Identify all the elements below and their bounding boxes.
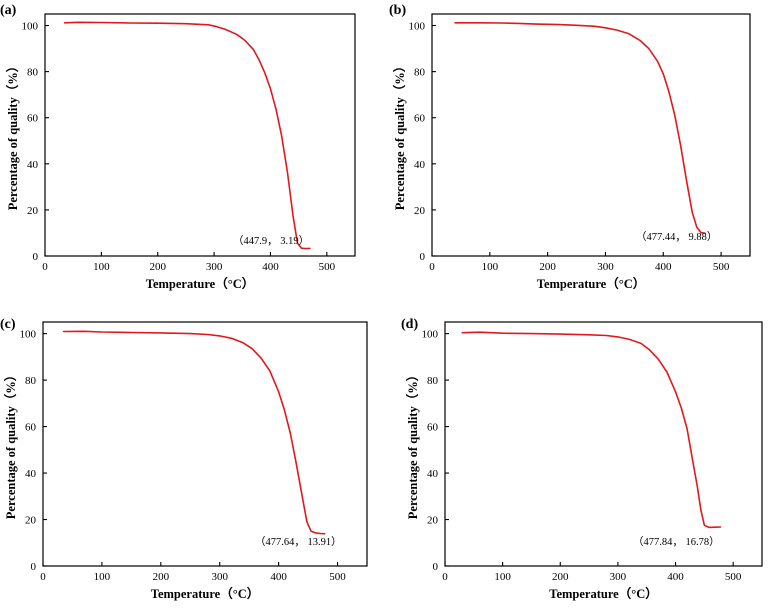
y-axis-title: Percentage of quality（%） [5,60,20,210]
y-tick-label: 40 [25,468,37,480]
x-tick-label: 400 [667,571,684,583]
chart-panel-2: (c) 0 100 200 300 400 500 0 20 40 60 80 100 Temperatu… [0,317,368,601]
x-tick-label: 100 [94,571,111,583]
y-tick-label: 80 [27,67,39,79]
series-line [461,331,722,529]
plot-frame [42,321,368,567]
panel-label: (d) [401,317,418,332]
endpoint-annotation: （477.44， 9.88） [636,231,717,243]
y-tick-label: 40 [427,468,439,480]
x-tick-label: 0 [42,261,48,273]
panel-label: (c) [0,317,16,332]
x-tick-label: 100 [482,261,499,273]
series-line [62,330,326,535]
x-axis-title: Temperature（°C） [151,586,259,601]
chart-panel-1: (b) 0 100 200 300 400 500 0 20 40 60 80 100 Temperatu… [389,3,751,291]
y-tick-label: 0 [433,561,439,573]
series-line [63,21,311,250]
plot-frame [431,13,751,257]
panel-label: (b) [389,3,406,18]
x-tick-label: 300 [610,571,627,583]
y-tick-label: 20 [427,515,439,527]
series-line [454,21,706,234]
y-tick-label: 100 [22,21,39,33]
endpoint-annotation: （477.84， 16.78） [633,536,720,548]
y-tick-label: 20 [414,205,426,217]
x-tick-label: 200 [552,571,569,583]
y-tick-label: 20 [25,515,37,527]
y-tick-label: 80 [25,375,37,387]
plot-frame [444,321,763,567]
y-tick-label: 100 [20,329,37,341]
y-axis-title: Percentage of quality（%） [405,369,420,519]
plot-frame [44,13,356,257]
y-tick-label: 0 [33,251,39,263]
y-tick-label: 60 [414,113,426,125]
x-tick-label: 500 [713,261,730,273]
panel-label: (a) [0,3,17,18]
y-axis-title: Percentage of quality（%） [392,60,407,210]
x-tick-label: 0 [429,261,435,273]
x-tick-label: 0 [40,571,46,583]
x-tick-label: 400 [270,571,287,583]
x-tick-label: 200 [153,571,170,583]
y-tick-label: 40 [414,159,426,171]
chart-panel-3: (d) 0 100 200 300 400 500 0 20 40 60 80 100 Temperatu… [401,317,763,601]
y-tick-label: 100 [409,21,426,33]
y-tick-label: 20 [27,205,39,217]
y-tick-label: 100 [422,329,439,341]
y-tick-label: 60 [427,422,439,434]
x-tick-label: 400 [262,261,279,273]
x-axis-title: Temperature（°C） [549,586,657,601]
y-tick-label: 0 [420,251,426,263]
y-tick-label: 80 [414,67,426,79]
x-tick-label: 0 [442,571,448,583]
y-axis-title: Percentage of quality（%） [3,369,18,519]
chart-panel-0: (a) 0 100 200 300 400 500 0 20 40 60 80 100 Temperatu… [0,3,356,291]
x-tick-label: 300 [597,261,614,273]
x-tick-label: 200 [539,261,556,273]
x-tick-label: 400 [655,261,672,273]
y-tick-label: 80 [427,375,439,387]
x-tick-label: 300 [211,571,228,583]
x-tick-label: 200 [149,261,166,273]
y-tick-label: 0 [31,561,37,573]
x-axis-title: Temperature（°C） [537,276,645,291]
x-tick-label: 300 [206,261,223,273]
y-tick-label: 60 [27,113,39,125]
x-tick-label: 500 [725,571,742,583]
x-tick-label: 500 [319,261,336,273]
x-axis-title: Temperature（°C） [146,276,254,291]
x-tick-label: 100 [93,261,110,273]
endpoint-annotation: （447.9， 3.19） [233,235,309,247]
x-tick-label: 500 [329,571,346,583]
endpoint-annotation: （477.64， 13.91） [255,536,342,548]
y-tick-label: 60 [25,422,37,434]
y-tick-label: 40 [27,159,39,171]
x-tick-label: 100 [494,571,511,583]
